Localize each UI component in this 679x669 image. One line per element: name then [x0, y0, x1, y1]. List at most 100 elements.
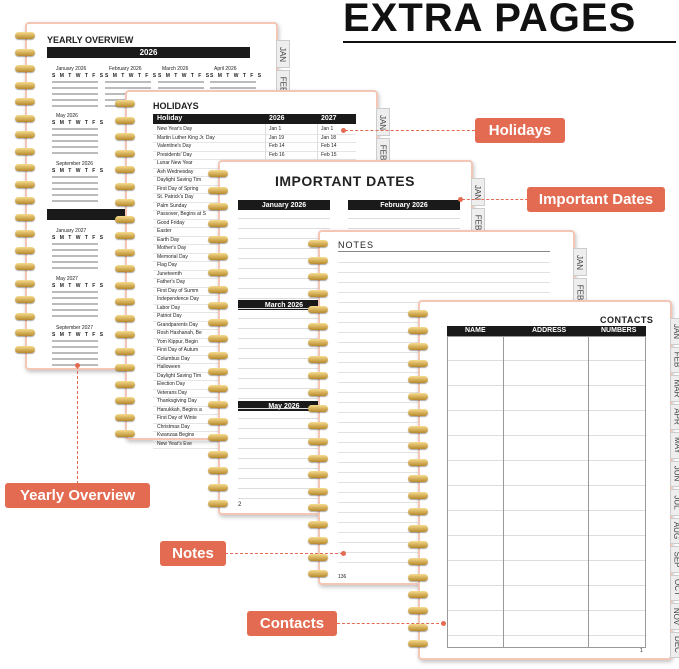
spiral-ring [15, 147, 35, 155]
month-tab: DEC [670, 631, 679, 658]
month-bar: January 2026 [238, 200, 330, 210]
text: Jan 1 [321, 126, 334, 132]
day-row [52, 128, 98, 130]
spiral-ring [408, 508, 428, 515]
spiral-ring [208, 186, 228, 194]
text: First Day of Autum [157, 347, 199, 353]
month-tab: JAN [376, 108, 390, 136]
text: Grandparents Day [157, 321, 198, 328]
rule-line [238, 378, 330, 379]
day-row [52, 303, 98, 305]
rule-line [238, 448, 330, 449]
text: NOTES [338, 240, 375, 250]
rule-line [238, 488, 330, 489]
spiral-ring [208, 335, 228, 342]
spiral-ring [408, 640, 428, 647]
rule-line [447, 585, 646, 586]
spiral-ring [208, 318, 228, 326]
rule-line [348, 218, 460, 219]
spiral-ring [115, 347, 135, 355]
text: Jan 19 [269, 134, 285, 141]
rule-line [238, 228, 330, 229]
day-row [52, 87, 98, 89]
spiral-ring [115, 116, 135, 124]
callout-label: Contacts [247, 611, 337, 636]
spiral-ring [115, 380, 135, 388]
text: Mother's Day [157, 245, 187, 251]
day-row [52, 309, 98, 311]
spiral-ring [115, 430, 135, 437]
text: First Day of Winte [157, 415, 197, 421]
spiral-ring [308, 421, 328, 429]
text: S M T W T F S [52, 235, 105, 241]
header-cell: NUMBERS [601, 327, 637, 334]
spiral-ring [208, 285, 228, 293]
spiral-ring [15, 65, 35, 72]
month-tab: OCT [670, 574, 679, 601]
spiral-ring [308, 520, 328, 528]
rule-line [447, 535, 646, 536]
spiral-ring [408, 310, 428, 317]
spiral-ring [208, 483, 228, 491]
day-row [52, 249, 98, 251]
text: Presidents' Day [157, 151, 192, 158]
spiral-ring [115, 100, 135, 107]
spiral-ring [15, 246, 35, 254]
text: September 2027 [56, 325, 93, 331]
month-tab: SEP [670, 546, 679, 573]
spiral-ring [208, 368, 228, 375]
spiral-ring [208, 269, 228, 276]
spiral-ring [408, 541, 428, 548]
text: 136 [338, 574, 347, 580]
spiral-ring [208, 417, 228, 425]
text: First Day of Summ [157, 287, 199, 294]
text: Veterans Day [157, 389, 188, 396]
rule-line [447, 410, 646, 411]
text: January 2027 [56, 228, 87, 234]
text: Valentine's Day [157, 143, 192, 149]
spiral-ring [308, 388, 328, 396]
text: CONTACTS [600, 315, 654, 325]
text: Ash Wednesday [157, 168, 194, 175]
leader-line [337, 623, 444, 624]
rule-line [238, 398, 330, 399]
spiral-ring [308, 355, 328, 363]
spiral-ring [408, 392, 428, 400]
rule-line [238, 278, 330, 279]
rule-line [238, 328, 330, 329]
text: Father's Day [157, 279, 186, 285]
spiral-ring [308, 487, 328, 495]
text: YEARLY OVERVIEW [47, 35, 134, 45]
callout-label: Holidays [475, 118, 565, 143]
rule-line [348, 228, 460, 229]
day-row [52, 255, 98, 257]
text: Yom Kippur, Begin [157, 338, 198, 345]
text: Palm Sunday [157, 202, 187, 209]
text: Daylight Saving Tim [157, 177, 202, 183]
month-bar: March 2026 [238, 300, 330, 310]
spiral-ring [15, 312, 35, 320]
day-row [158, 81, 204, 83]
header-cell: ADDRESS [532, 327, 567, 334]
text: Christmas Day [157, 423, 190, 430]
month-tab: JAN [471, 178, 485, 206]
rule-line [238, 498, 330, 499]
text: Election Day [157, 381, 186, 387]
text: Feb 15 [321, 151, 337, 158]
spiral-ring [308, 570, 328, 577]
text: S M T W T F S [210, 73, 263, 79]
spiral-ring [115, 314, 135, 322]
day-row [52, 140, 98, 142]
spiral-ring [115, 182, 135, 190]
text: S M T W T F S [52, 168, 105, 174]
header-cell: 2027 [321, 115, 337, 122]
month-tab: MAY [670, 432, 679, 459]
spiral-ring [208, 467, 228, 474]
spiral-ring [408, 442, 428, 449]
rule-line [447, 635, 646, 636]
leader-line [345, 130, 475, 131]
day-row [52, 105, 98, 107]
day-row [210, 81, 256, 83]
text: 1 [640, 648, 643, 654]
